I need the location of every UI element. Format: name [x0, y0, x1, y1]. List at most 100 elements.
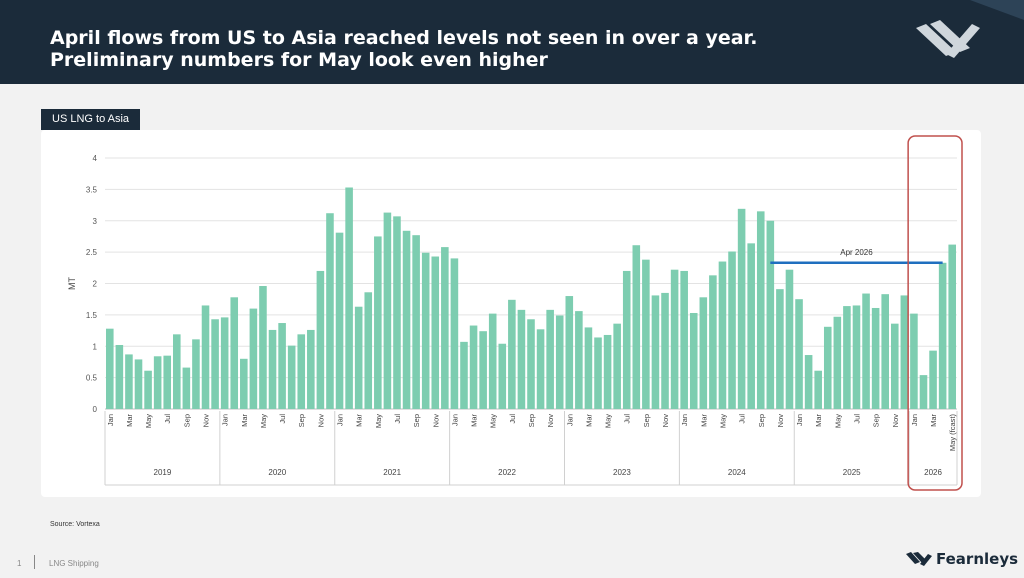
year-label: 2025 [843, 468, 861, 477]
y-tick-label: 4 [93, 154, 98, 163]
bar [718, 261, 727, 409]
bar [919, 375, 928, 409]
x-tick-label: May (fcast) [948, 414, 957, 452]
source-note: Source: Vortexa [50, 521, 100, 528]
bar [249, 308, 258, 409]
year-label: 2024 [728, 468, 746, 477]
brand-logo: Fearnleys [906, 548, 1018, 570]
bar [144, 370, 152, 409]
bar [192, 339, 200, 409]
x-tick-label: Mar [814, 414, 823, 427]
bar [469, 325, 478, 409]
bar [125, 354, 133, 409]
bar [689, 312, 698, 409]
bar [402, 230, 411, 409]
bar [546, 309, 554, 409]
x-tick-label: Jan [680, 414, 689, 426]
bar [220, 317, 229, 409]
bar [182, 367, 191, 409]
x-tick-label: Jan [221, 414, 230, 426]
x-tick-label: Jul [623, 414, 632, 424]
header-bar: April flows from US to Asia reached leve… [0, 0, 1024, 84]
bar [871, 307, 880, 409]
x-tick-label: May [833, 414, 842, 428]
bar [527, 319, 535, 409]
y-axis-label: MT [67, 277, 77, 290]
bar [211, 319, 219, 409]
bar [814, 370, 822, 409]
x-tick-label: Jul [738, 414, 747, 424]
bar-chart: 0 0.5 1 1.5 2 2.5 3 3.5 4 MT Jan Mar May Jul Sep Nov Jan… [67, 135, 963, 491]
bar [594, 337, 602, 409]
bar [240, 358, 248, 409]
x-tick-label: Jan [336, 414, 345, 426]
bar [335, 232, 344, 409]
year-label: 2019 [154, 468, 172, 477]
annotation-label: Apr 2026 [840, 248, 873, 257]
logo-icon [916, 20, 980, 58]
x-tick-label: Sep [757, 414, 766, 427]
x-tick-label: Jul [852, 414, 861, 424]
bar [307, 329, 315, 409]
x-tick-label: Sep [527, 414, 536, 427]
x-tick-label: May [604, 414, 613, 428]
x-tick-label: Jul [393, 414, 402, 424]
bar [498, 343, 507, 409]
bar [843, 306, 851, 409]
x-tick-label: Nov [316, 414, 325, 428]
bar [622, 270, 631, 409]
x-tick-label: Nov [661, 414, 670, 428]
x-tick-label: Mar [584, 414, 593, 427]
bar [670, 269, 679, 409]
y-tick-label: 1.5 [86, 311, 98, 320]
x-tick-label: Mar [355, 414, 364, 427]
x-tick-label: Nov [891, 414, 900, 428]
bar [795, 299, 803, 409]
bar [881, 294, 889, 409]
bar [651, 295, 660, 409]
bar [833, 316, 842, 409]
year-label: 2026 [924, 468, 942, 477]
year-label: 2023 [613, 468, 631, 477]
brand-name: Fearnleys [936, 550, 1019, 568]
bar [603, 334, 612, 409]
bar [479, 331, 487, 409]
bar [661, 292, 669, 409]
bar [910, 313, 918, 409]
bar [862, 293, 870, 409]
x-tick-label: Jan [565, 414, 574, 426]
x-tick-label: Sep [412, 414, 421, 427]
year-label: 2021 [383, 468, 401, 477]
x-tick-label: May [259, 414, 268, 428]
x-tick-label: Mar [470, 414, 479, 427]
y-tick-label: 2.5 [86, 248, 98, 257]
x-tick-label: Jul [508, 414, 517, 424]
bar [785, 269, 794, 409]
x-tick-label: Mar [929, 414, 938, 427]
bar [412, 235, 420, 409]
y-tick-label: 0 [93, 405, 98, 414]
bar [134, 359, 143, 409]
y-tick-label: 3.5 [86, 185, 98, 194]
bar [699, 297, 708, 409]
year-label: 2020 [268, 468, 286, 477]
year-label: 2022 [498, 468, 516, 477]
x-tick-label: Jul [163, 414, 172, 424]
bar [642, 259, 650, 409]
bar [804, 355, 813, 409]
bar [488, 313, 497, 409]
bar [766, 220, 775, 409]
bar [374, 236, 382, 409]
x-tick-label: Sep [297, 414, 306, 427]
x-tick-label: Nov [431, 414, 440, 428]
x-tick-label: Sep [642, 414, 651, 427]
x-tick-label: May [718, 414, 727, 428]
bar [565, 296, 574, 409]
y-tick-label: 3 [93, 217, 98, 226]
x-tick-label: Jan [910, 414, 919, 426]
bar [823, 326, 832, 409]
x-tick-label: Nov [546, 414, 555, 428]
bar [536, 329, 545, 409]
x-tick-label: Mar [699, 414, 708, 427]
chart-card: 0 0.5 1 1.5 2 2.5 3 3.5 4 MT Jan Mar May Jul Sep Nov Jan… [41, 130, 981, 497]
